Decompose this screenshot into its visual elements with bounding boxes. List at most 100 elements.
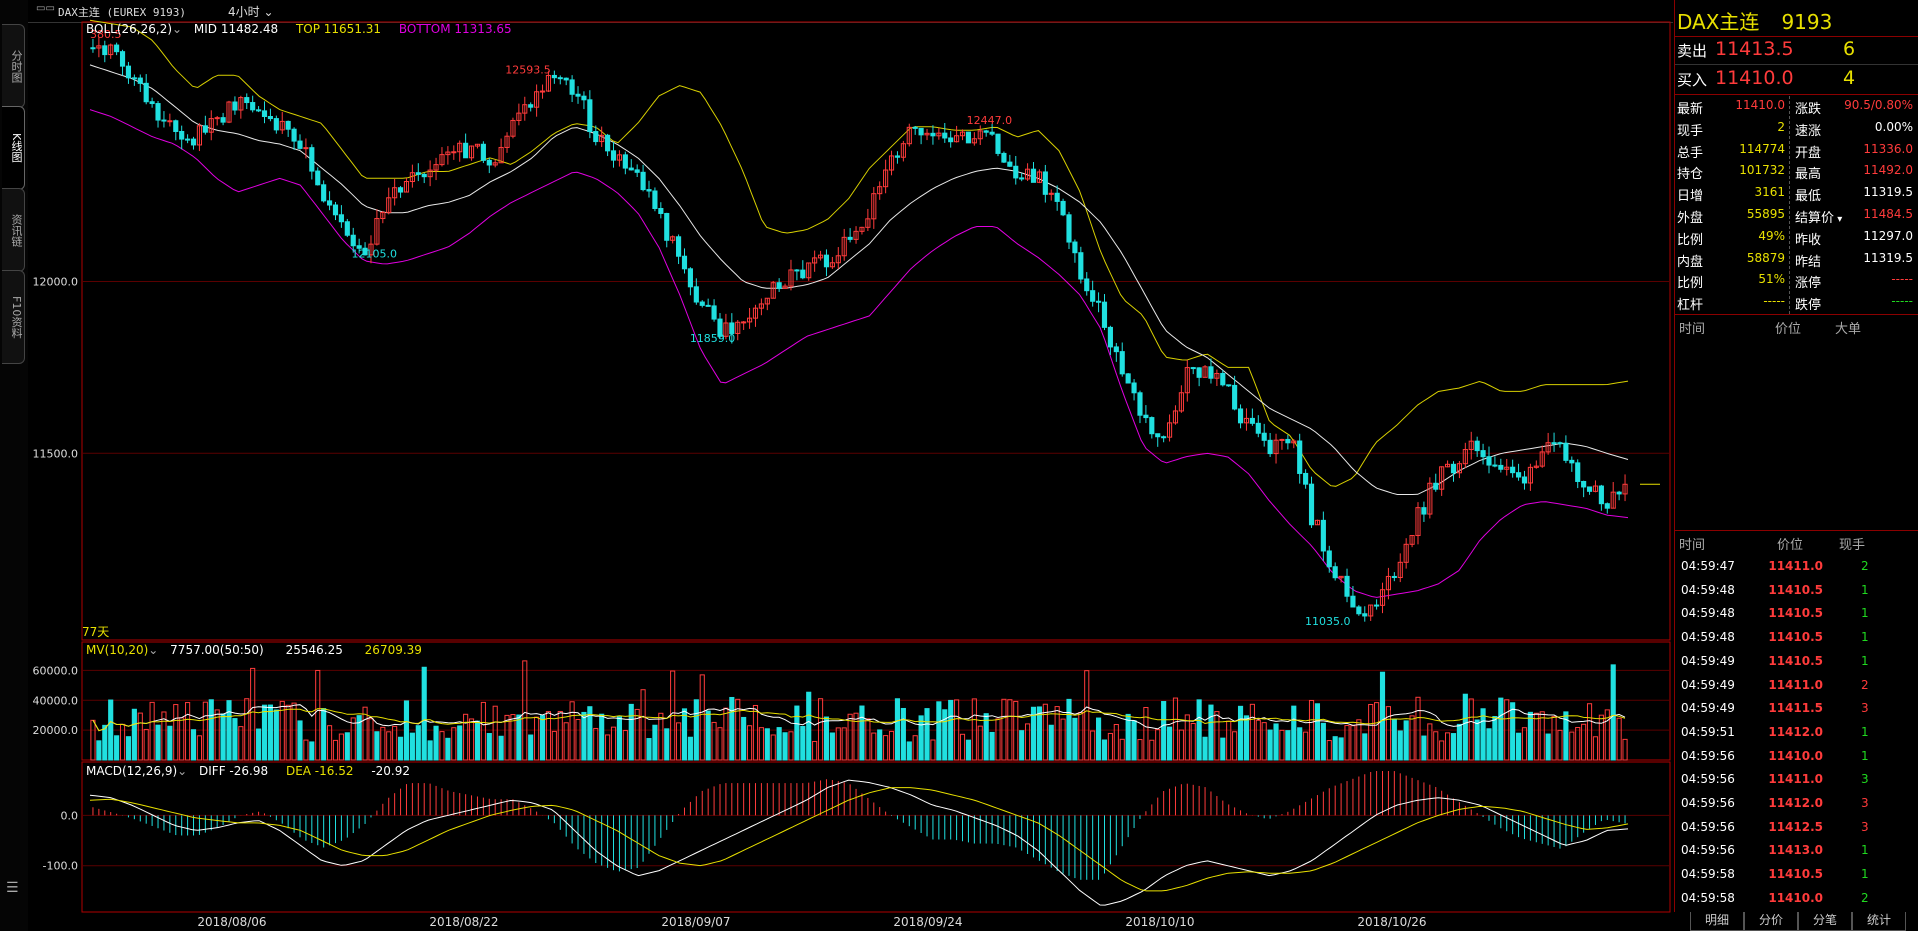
contract-title: DAX主连 (EUREX 9193) <box>58 6 186 19</box>
stat-value: 11297.0 <box>1863 228 1913 243</box>
trade-row[interactable]: 04:59:48 11410.5 1 <box>1675 579 1918 603</box>
candle-body <box>942 132 948 139</box>
trade-row[interactable]: 04:59:49 11411.5 3 <box>1675 697 1918 721</box>
candle-body <box>356 245 362 249</box>
candle-body <box>267 116 273 120</box>
trade-row[interactable]: 04:59:48 11410.5 1 <box>1675 602 1918 626</box>
candle-body <box>1291 440 1297 444</box>
macd-tick-label: -100.0 <box>43 860 78 873</box>
volume-bar <box>829 732 835 761</box>
period-select[interactable]: 4小时 ⌄ <box>228 3 274 20</box>
volume-bar <box>1462 693 1468 761</box>
trade-qty: 1 <box>1861 843 1869 858</box>
boll-label[interactable]: BOLL(26,26,2) <box>86 22 173 36</box>
bid-price: 11410.0 <box>1715 67 1794 89</box>
tab-timeshare[interactable]: 分时图 <box>2 24 25 108</box>
candle-body <box>593 131 599 143</box>
candle-body <box>681 255 688 270</box>
trade-row[interactable]: 04:59:56 11412.5 3 <box>1675 816 1918 840</box>
trade-price: 11410.0 <box>1768 748 1823 763</box>
trade-qty-header: 现手 <box>1839 538 1866 553</box>
candle-body <box>534 91 540 108</box>
volume-bar <box>1586 703 1593 761</box>
volume-bar <box>959 733 966 761</box>
mv-value-1: 7757.00(50:50) <box>170 643 264 657</box>
trade-row[interactable]: 04:59:48 11410.5 1 <box>1675 626 1918 650</box>
candle-body <box>1314 519 1321 526</box>
tab-price-dist[interactable]: 分价 <box>1744 912 1798 931</box>
candle-body <box>965 131 972 144</box>
trade-row[interactable]: 04:59:58 11410.0 2 <box>1675 887 1918 911</box>
candle-body <box>605 134 611 152</box>
volume-bar <box>1273 723 1279 761</box>
candle-body <box>528 104 534 108</box>
candle-body <box>954 135 960 143</box>
volume-bar <box>474 720 481 761</box>
triangle-down-icon[interactable]: ▾ <box>1834 214 1843 225</box>
candle-body <box>1610 491 1616 509</box>
volume-bar <box>977 725 983 761</box>
volume-bar <box>1326 740 1332 761</box>
volume-bar <box>1226 720 1232 761</box>
candle-body <box>1350 595 1356 608</box>
candle-body <box>1190 367 1196 370</box>
volume-bar <box>1060 718 1066 761</box>
trade-row[interactable]: 04:59:56 11410.0 1 <box>1675 745 1918 769</box>
trade-row[interactable]: 04:59:47 11411.0 2 <box>1675 555 1918 579</box>
candle-body <box>664 212 670 241</box>
volume-bar <box>480 701 486 761</box>
volume-bar <box>1131 720 1137 761</box>
candle-body <box>362 247 368 256</box>
volume-bar <box>297 720 303 761</box>
kline-chart[interactable]: 12000.0 11500.0 12593.5 12447.0 12105.0 11859… <box>28 0 1674 931</box>
trade-row[interactable]: 04:59:58 11410.5 1 <box>1675 863 1918 887</box>
candle-body <box>1486 456 1492 466</box>
tab-detail[interactable]: 明细 <box>1690 912 1744 931</box>
trade-row[interactable]: 04:59:49 11411.0 2 <box>1675 674 1918 698</box>
tab-stats[interactable]: 统计 <box>1852 912 1906 931</box>
volume-bar <box>1285 730 1291 761</box>
chevron-down-icon: ⌄ <box>148 643 159 657</box>
volume-bar <box>303 739 309 761</box>
trade-row[interactable]: 04:59:56 11411.0 3 <box>1675 768 1918 792</box>
candle-body <box>1581 480 1587 488</box>
candle-body <box>1368 604 1374 617</box>
bigorder-price-header: 价位 <box>1775 322 1802 337</box>
volume-bar <box>1237 705 1244 761</box>
boll-bottom-line <box>89 109 1629 598</box>
ask-qty: 6 <box>1843 38 1856 60</box>
candle-body <box>1421 507 1427 515</box>
volume-bar <box>782 732 788 761</box>
candle-body <box>1308 483 1315 526</box>
volume-bar <box>167 725 173 761</box>
stat-value: 11492.0 <box>1863 163 1913 178</box>
volume-bar <box>1450 733 1457 761</box>
tab-f10[interactable]: F10资料 <box>2 270 25 364</box>
menu-icon[interactable]: ☰ <box>6 880 19 896</box>
volume-bar <box>593 727 599 761</box>
volume-bar <box>664 728 670 761</box>
mv-label[interactable]: MV(10,20) <box>86 643 149 657</box>
trade-price: 11410.0 <box>1768 890 1823 905</box>
trade-row[interactable]: 04:59:51 11412.0 1 <box>1675 721 1918 745</box>
trade-row[interactable]: 04:59:56 11412.0 3 <box>1675 792 1918 816</box>
volume-bar <box>321 708 327 761</box>
volume-bar <box>315 669 321 761</box>
candle-body <box>190 138 197 146</box>
trade-time: 04:59:48 <box>1681 630 1735 645</box>
candle-body <box>244 97 250 104</box>
candle-body <box>415 172 421 175</box>
tab-ticks[interactable]: 分笔 <box>1798 912 1852 931</box>
volume-bar <box>196 735 203 761</box>
boll-mid: MID 11482.48 <box>193 22 279 36</box>
volume-bar <box>1166 726 1173 761</box>
candle-body <box>900 143 906 158</box>
volume-bar <box>557 710 563 761</box>
trade-row[interactable]: 04:59:56 11413.0 1 <box>1675 839 1918 863</box>
macd-label[interactable]: MACD(12,26,9) <box>86 764 178 778</box>
trade-row[interactable]: 04:59:49 11410.5 1 <box>1675 650 1918 674</box>
tab-kline[interactable]: K线图 <box>2 106 25 190</box>
tab-news[interactable]: 资讯链 <box>2 188 25 272</box>
trade-price: 11411.5 <box>1768 701 1823 716</box>
volume-bar <box>859 705 865 761</box>
